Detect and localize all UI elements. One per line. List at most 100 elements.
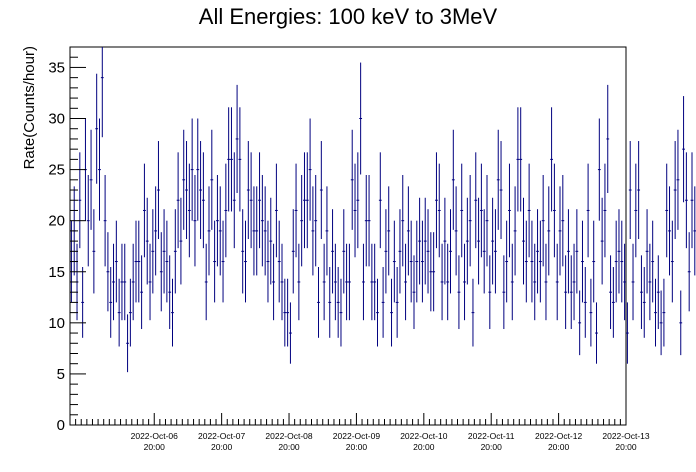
data-point <box>154 186 158 276</box>
data-point <box>269 197 273 285</box>
data-point <box>260 174 264 267</box>
data-point <box>187 163 191 258</box>
data-point <box>348 243 351 321</box>
data-point <box>274 163 278 258</box>
data-point <box>682 96 685 203</box>
data-point <box>527 163 531 258</box>
data-point <box>89 129 93 230</box>
data-point <box>578 290 582 356</box>
data-point <box>319 141 323 240</box>
data-point <box>690 152 694 249</box>
data-point <box>128 278 132 347</box>
x-tick-label-time: 20:00 <box>346 442 368 452</box>
data-point <box>216 174 219 267</box>
data-point <box>376 278 379 347</box>
y-tick-label: 25 <box>48 162 65 179</box>
data-point <box>114 220 118 303</box>
data-point <box>395 267 399 338</box>
data-point <box>488 255 492 330</box>
data-point <box>148 243 152 321</box>
data-point <box>465 197 469 285</box>
data-point <box>249 152 253 249</box>
data-point <box>687 232 691 312</box>
data-point <box>404 243 407 321</box>
data-point <box>609 255 612 330</box>
data-point <box>81 267 85 338</box>
data-point <box>300 174 304 267</box>
data-point <box>162 209 166 294</box>
data-point <box>592 220 596 303</box>
data-point <box>606 84 610 194</box>
data-point <box>547 186 551 276</box>
data-point <box>168 255 172 330</box>
data-point <box>614 220 618 303</box>
y-tick-label: 35 <box>48 59 65 76</box>
data-point <box>384 209 388 294</box>
data-point <box>626 302 629 364</box>
x-tick-label-date: 2022-Oct-10 <box>400 431 448 441</box>
data-point <box>272 243 275 321</box>
data-point <box>314 174 318 267</box>
data-point <box>103 174 107 267</box>
data-point <box>145 197 149 285</box>
data-point <box>263 186 267 276</box>
data-point <box>179 197 183 285</box>
data-point <box>569 255 573 330</box>
data-point <box>297 243 301 321</box>
data-point <box>491 197 495 285</box>
data-point <box>415 220 419 303</box>
data-point <box>656 255 660 330</box>
data-point <box>600 197 604 285</box>
data-point <box>387 186 391 276</box>
data-point <box>143 163 146 258</box>
x-tick-label-date: 2022-Oct-11 <box>468 431 515 441</box>
data-point <box>485 174 489 267</box>
data-point <box>567 209 570 294</box>
data-point <box>533 243 537 321</box>
data-point <box>418 197 422 285</box>
data-point <box>589 278 593 347</box>
y-axis-label: Rate(Counts/hour) <box>21 46 38 169</box>
data-point <box>401 174 405 267</box>
data-point <box>106 232 110 312</box>
data-point <box>159 232 163 312</box>
data-point <box>364 174 368 267</box>
data-point <box>670 220 674 303</box>
data-point <box>454 186 458 276</box>
data-point <box>586 163 590 258</box>
data-point <box>258 152 261 249</box>
data-point <box>443 197 447 285</box>
data-point <box>173 209 177 294</box>
data-point <box>134 220 138 303</box>
data-point <box>603 163 607 258</box>
data-point <box>252 186 256 276</box>
data-point <box>665 163 669 258</box>
data-point <box>241 209 245 294</box>
data-point <box>623 243 626 321</box>
data-point <box>522 197 525 285</box>
data-point <box>280 243 284 321</box>
data-point <box>210 129 214 230</box>
data-point <box>199 141 202 240</box>
data-point <box>311 186 315 276</box>
chart-title: All Energies: 100 keV to 3MeV <box>199 4 498 29</box>
data-point <box>662 278 666 347</box>
data-point <box>651 220 655 303</box>
data-point <box>333 243 337 321</box>
data-point <box>421 220 424 303</box>
data-point <box>255 186 259 276</box>
data-point <box>505 220 509 303</box>
data-point <box>157 141 160 240</box>
data-point <box>659 290 663 356</box>
y-tick-label: 20 <box>48 213 65 230</box>
y-tick-label: 15 <box>48 264 65 281</box>
data-point <box>305 152 309 249</box>
data-point <box>123 243 127 321</box>
data-point <box>336 267 340 338</box>
data-point <box>289 302 292 364</box>
data-point <box>238 107 242 212</box>
data-point <box>345 243 348 321</box>
data-point <box>572 243 576 321</box>
data-point <box>617 209 621 294</box>
data-point <box>558 186 562 276</box>
